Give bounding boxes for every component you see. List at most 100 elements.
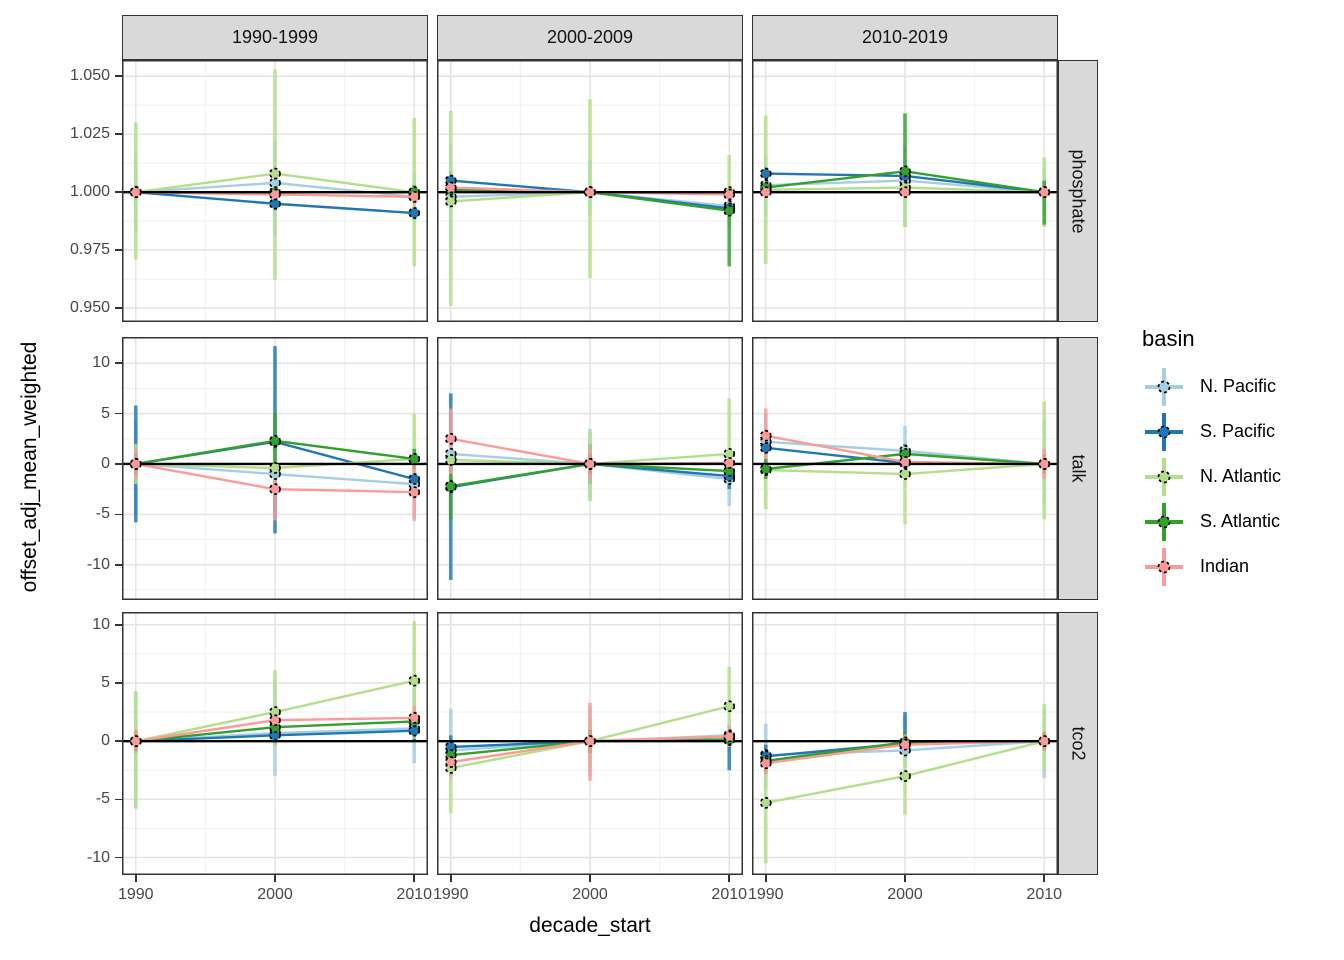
legend-label: N. Pacific	[1200, 376, 1277, 396]
errorbar-point-key-icon	[1145, 457, 1183, 496]
facet-col-label: 1990-1999	[231, 27, 319, 47]
panel-talk-2000-2009	[437, 337, 743, 600]
y-tick-label: 0	[101, 732, 110, 750]
x-tick-label: 2010	[711, 886, 748, 903]
data-point-N. Atlantic-2010	[723, 700, 736, 713]
data-point-Indian-2010	[1038, 186, 1051, 199]
x-tick-mark	[449, 875, 452, 882]
y-tick-label: 5	[101, 404, 110, 422]
x-axis-title: decade_start	[529, 914, 651, 937]
y-tick-label: -10	[86, 555, 110, 573]
x-tick-mark	[134, 875, 137, 882]
data-point-Indian-1990	[759, 757, 772, 770]
legend-entry-indian: Indian	[1142, 544, 1342, 589]
facet-col-label: 2010-2019	[861, 27, 949, 47]
y-tick-mark	[115, 856, 122, 859]
errorbar-point-key-icon	[1145, 547, 1183, 586]
y-tick-mark	[115, 133, 122, 136]
data-point-Indian-2010	[723, 730, 736, 743]
data-point-Indian-1990	[129, 458, 142, 470]
legend-label: Indian	[1200, 556, 1250, 576]
errorbar-point-key-icon	[1145, 412, 1183, 451]
data-point-Indian-1990	[129, 735, 142, 748]
legend-label: S. Atlantic	[1200, 511, 1281, 531]
x-tick-mark	[1043, 875, 1046, 882]
data-point-S. Pacific-1990	[759, 167, 772, 180]
data-point-N. Atlantic-2000	[899, 468, 911, 480]
facet-row-label: tco2	[1068, 726, 1089, 761]
y-tick-mark	[115, 249, 122, 251]
data-point-S. Atlantic-2000	[899, 165, 911, 178]
y-tick-mark	[115, 463, 122, 465]
y-tick-label: 1.050	[69, 67, 110, 85]
data-point-S. Atlantic-1990	[444, 480, 457, 492]
y-tick-mark	[115, 682, 122, 684]
data-point-S. Atlantic-2010	[408, 453, 421, 465]
panel-tco2-2010-2019	[752, 612, 1058, 875]
panel-tco2-2000-2009	[437, 612, 743, 875]
data-point-Indian-1990	[129, 186, 142, 199]
y-tick-label: 0.975	[69, 241, 110, 259]
y-tick-mark	[115, 740, 122, 743]
data-point-N. Atlantic-2010	[408, 674, 421, 687]
data-point-Indian-2000	[584, 735, 596, 748]
x-tick-label: 1990	[747, 886, 784, 903]
x-tick-mark	[589, 875, 591, 882]
y-tick-mark	[115, 362, 122, 365]
facet-row-strip-talk: talk	[1058, 337, 1098, 600]
data-point-N. Atlantic-2000	[269, 167, 281, 180]
x-tick-label: 2010	[396, 886, 433, 903]
data-point-Indian-2000	[584, 186, 596, 199]
facet-col-label: 2000-2009	[546, 27, 634, 47]
data-point-Indian-2010	[1038, 735, 1051, 748]
y-tick-label: 0	[101, 454, 110, 472]
x-tick-mark	[728, 875, 731, 882]
y-tick-label: 5	[101, 673, 110, 691]
facet-row-strip-tco2: tco2	[1058, 612, 1098, 875]
x-tick-label: 2000	[572, 886, 608, 903]
data-point-N. Atlantic-1990	[444, 454, 457, 466]
data-point-Indian-2010	[408, 486, 421, 499]
data-point-S. Pacific-1990	[759, 441, 772, 454]
data-point-Indian-2000	[584, 458, 596, 470]
y-tick-mark	[115, 798, 122, 801]
data-point-N. Atlantic-2000	[899, 770, 911, 782]
y-tick-mark	[115, 563, 122, 566]
data-point-Indian-2000	[269, 714, 281, 727]
data-point-S. Atlantic-2010	[723, 204, 736, 217]
legend-label: S. Pacific	[1200, 421, 1276, 441]
data-point-Indian-1990	[444, 432, 457, 445]
y-tick-label: 10	[92, 615, 110, 633]
facet-col-strip-2000-2009: 2000-2009	[437, 15, 743, 60]
y-tick-label: 1.025	[69, 125, 110, 143]
legend-entry-n-pacific: N. Pacific	[1142, 364, 1342, 409]
y-tick-mark	[115, 307, 122, 309]
x-tick-mark	[413, 875, 416, 882]
panel-tco2-1990-1999	[122, 612, 428, 875]
legend-entry-s-atlantic: S. Atlantic	[1142, 499, 1342, 544]
y-tick-label: -5	[95, 505, 110, 523]
data-point-Indian-2000	[899, 186, 911, 199]
y-tick-mark	[115, 513, 122, 516]
x-tick-mark	[274, 875, 276, 882]
data-point-N. Atlantic-1990	[444, 195, 457, 208]
y-tick-label: -5	[95, 790, 110, 808]
x-tick-label: 1990	[432, 886, 469, 903]
data-point-Indian-1990	[759, 429, 772, 442]
data-point-Indian-1990	[444, 756, 457, 768]
errorbar-point-key-icon	[1145, 367, 1183, 406]
x-tick-label: 2000	[887, 886, 923, 903]
data-point-S. Pacific-2010	[408, 473, 421, 485]
facet-row-strip-phosphate: phosphate	[1058, 60, 1098, 322]
panel-phosphate-2010-2019	[752, 60, 1058, 322]
y-tick-label: 10	[92, 354, 110, 372]
legend-entry-s-pacific: S. Pacific	[1142, 409, 1342, 454]
y-tick-label: 1.000	[69, 183, 110, 201]
x-tick-mark	[764, 875, 767, 882]
data-point-Indian-1990	[759, 186, 772, 199]
legend-label: N. Atlantic	[1200, 466, 1282, 486]
panel-phosphate-2000-2009	[437, 60, 743, 322]
data-point-Indian-2010	[408, 190, 421, 203]
y-tick-label: -10	[86, 848, 110, 866]
